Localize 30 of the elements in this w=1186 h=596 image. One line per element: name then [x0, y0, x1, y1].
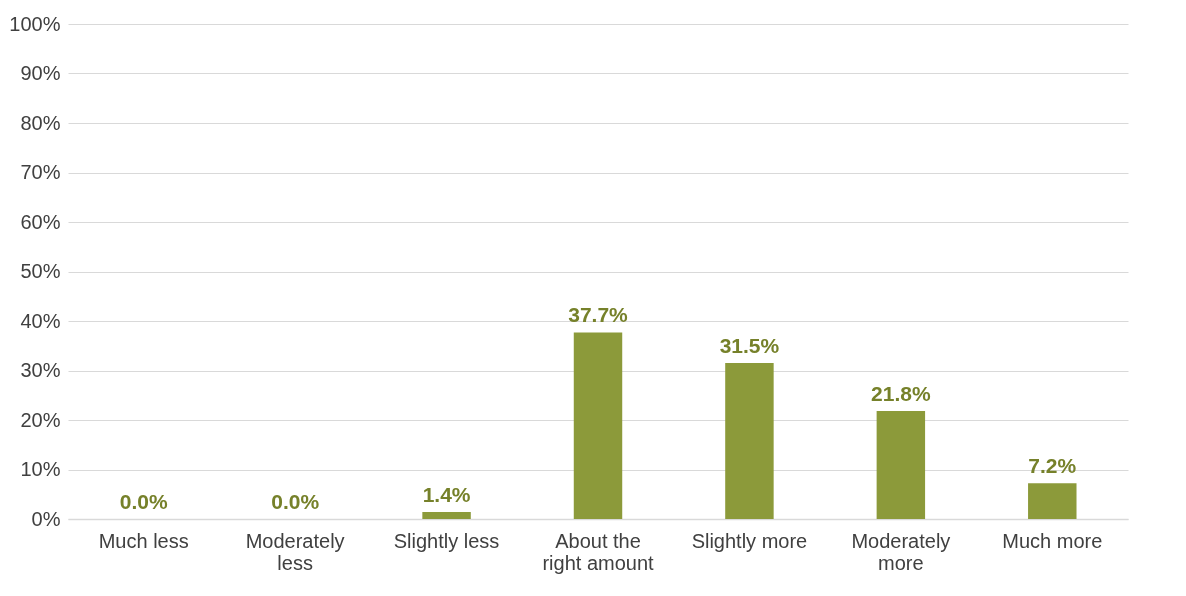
- x-tick-label: About the right amount: [542, 529, 655, 574]
- y-tick-label: 40%: [20, 309, 61, 332]
- data-label: 7.2%: [1028, 454, 1077, 478]
- x-tick-label: Moderately less: [245, 529, 345, 574]
- x-tick-label: Slightly more: [691, 529, 808, 552]
- y-tick-label: 90%: [20, 62, 61, 84]
- data-label: 0.0%: [271, 490, 320, 513]
- bar: [573, 332, 623, 519]
- bar: [422, 512, 471, 519]
- data-label: 31.5%: [719, 334, 780, 358]
- x-tick-label: Moderately more: [851, 529, 951, 574]
- bar: [725, 363, 774, 519]
- bar: [876, 411, 926, 519]
- data-label: 37.7%: [568, 303, 629, 327]
- y-tick-label: 50%: [20, 260, 61, 282]
- data-label: 1.4%: [422, 483, 471, 507]
- y-tick-label: 20%: [20, 408, 61, 431]
- y-tick-label: 30%: [20, 359, 61, 381]
- y-tick-label: 0%: [31, 507, 61, 530]
- y-tick-label: 80%: [20, 111, 61, 134]
- y-tick-label: 60%: [20, 210, 61, 233]
- y-tick-label: 70%: [20, 161, 61, 183]
- data-label: 21.8%: [871, 382, 931, 406]
- x-tick-label: Much less: [98, 529, 189, 552]
- x-tick-label: Much more: [1002, 529, 1103, 552]
- x-tick-label: Slightly less: [393, 529, 500, 552]
- y-tick-label: 10%: [20, 458, 61, 480]
- data-label: 0.0%: [119, 490, 168, 513]
- bar: [1028, 483, 1077, 519]
- y-tick-label: 100%: [9, 12, 61, 35]
